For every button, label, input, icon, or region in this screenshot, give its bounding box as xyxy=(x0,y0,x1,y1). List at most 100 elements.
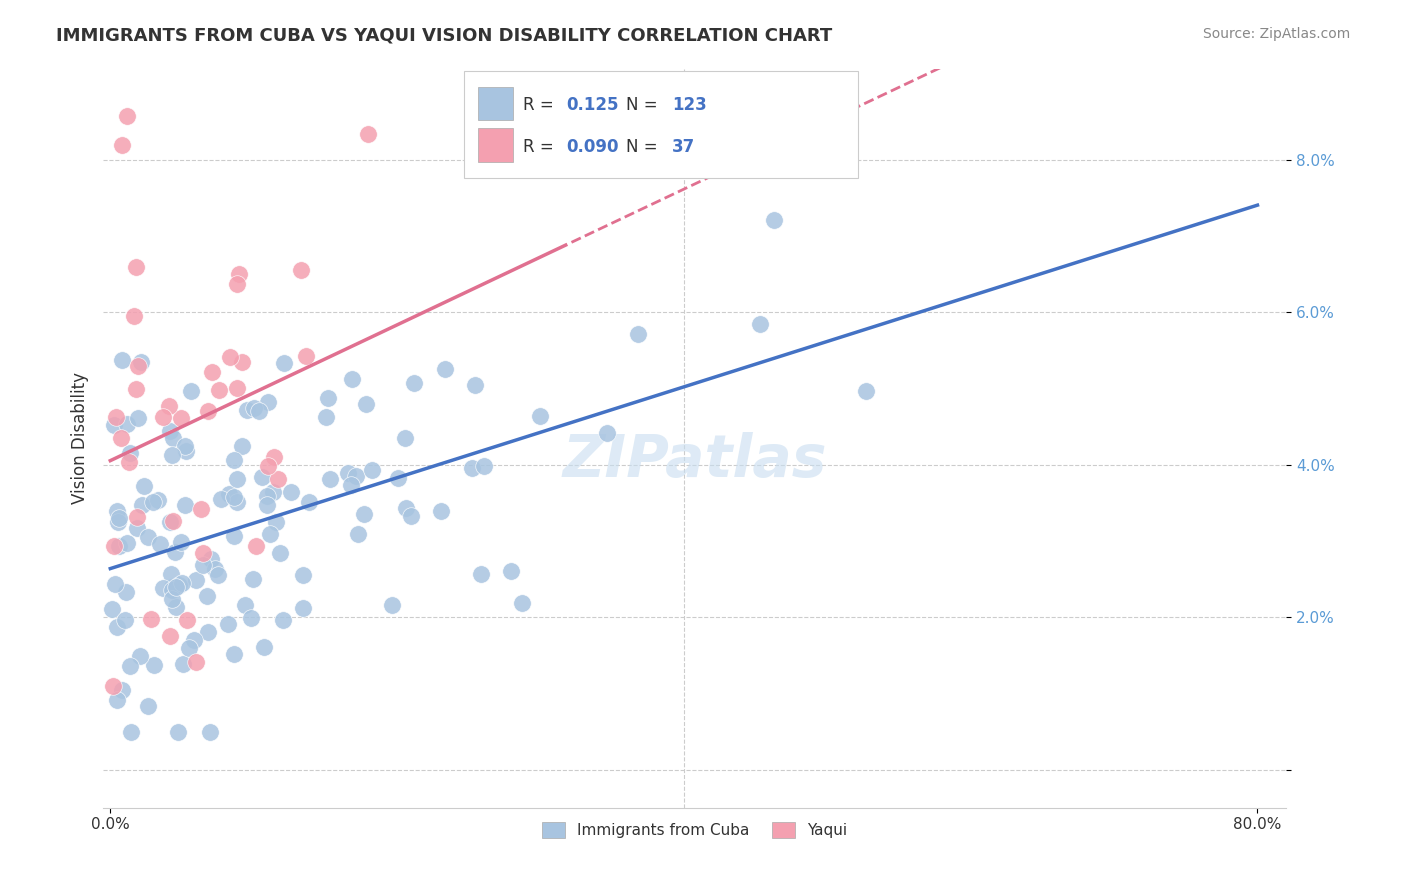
Point xyxy=(157,399,180,413)
Point xyxy=(200,724,222,739)
Point xyxy=(131,354,153,368)
Point xyxy=(162,515,184,529)
Point xyxy=(627,326,650,341)
Point xyxy=(464,377,486,392)
Point xyxy=(127,510,149,524)
Point xyxy=(337,466,360,480)
Point xyxy=(195,589,218,603)
Point xyxy=(256,458,278,473)
Point xyxy=(401,509,423,524)
Point xyxy=(510,596,533,610)
Point xyxy=(105,409,128,424)
Point xyxy=(115,584,138,599)
Point xyxy=(176,613,198,627)
Point xyxy=(430,504,453,518)
Point xyxy=(180,384,202,398)
Point xyxy=(200,552,222,566)
Point xyxy=(111,353,134,368)
Point xyxy=(184,573,207,587)
Point xyxy=(222,490,245,504)
Point xyxy=(226,494,249,508)
Point xyxy=(105,620,128,634)
Point xyxy=(170,575,193,590)
Text: IMMIGRANTS FROM CUBA VS YAQUI VISION DISABILITY CORRELATION CHART: IMMIGRANTS FROM CUBA VS YAQUI VISION DIS… xyxy=(56,27,832,45)
Point xyxy=(529,409,551,424)
Point xyxy=(433,362,456,376)
Point xyxy=(218,486,240,500)
Point xyxy=(231,439,253,453)
Point xyxy=(149,536,172,550)
Point xyxy=(253,640,276,654)
Point xyxy=(354,397,377,411)
Point xyxy=(242,401,264,415)
Point xyxy=(167,724,190,739)
Point xyxy=(107,539,129,553)
Text: ZIPatlas: ZIPatlas xyxy=(562,432,827,489)
Point xyxy=(160,582,183,597)
Text: 37: 37 xyxy=(672,138,696,156)
Point xyxy=(256,498,278,512)
Point xyxy=(204,562,226,576)
Point xyxy=(159,515,181,529)
Point xyxy=(176,444,198,458)
Point xyxy=(394,431,416,445)
Point xyxy=(219,350,242,364)
Point xyxy=(103,418,125,433)
Point xyxy=(200,365,222,379)
Point xyxy=(115,535,138,549)
Point xyxy=(111,137,134,152)
Point xyxy=(291,600,314,615)
Point xyxy=(105,692,128,706)
Point xyxy=(208,383,231,397)
Point xyxy=(273,356,295,370)
Point xyxy=(184,655,207,669)
Point xyxy=(225,472,247,486)
Point xyxy=(749,317,772,331)
Point xyxy=(226,381,249,395)
Point xyxy=(104,577,127,591)
Point xyxy=(224,647,246,661)
Point xyxy=(160,449,183,463)
Point xyxy=(152,410,174,425)
Point xyxy=(162,591,184,606)
Point xyxy=(280,485,302,500)
Point xyxy=(292,567,315,582)
Text: N =: N = xyxy=(626,138,662,156)
Point xyxy=(381,598,404,612)
Point xyxy=(118,446,141,460)
Point xyxy=(247,404,270,418)
Text: R =: R = xyxy=(523,138,560,156)
Point xyxy=(143,657,166,672)
Point xyxy=(134,479,156,493)
Text: 0.090: 0.090 xyxy=(567,138,619,156)
Point xyxy=(231,355,253,369)
Point xyxy=(100,602,122,616)
Point xyxy=(177,641,200,656)
Point xyxy=(129,649,152,664)
Legend: Immigrants from Cuba, Yaqui: Immigrants from Cuba, Yaqui xyxy=(536,816,853,845)
Point xyxy=(207,568,229,582)
Point xyxy=(318,392,340,406)
Point xyxy=(122,309,145,323)
Point xyxy=(209,491,232,506)
Point xyxy=(125,260,148,274)
Point xyxy=(183,632,205,647)
Point xyxy=(222,529,245,543)
Point xyxy=(170,535,193,549)
Point xyxy=(236,403,259,417)
Point xyxy=(319,472,342,486)
Point xyxy=(387,471,409,485)
Point xyxy=(315,409,337,424)
Text: N =: N = xyxy=(626,96,662,114)
Point xyxy=(128,411,150,425)
Point xyxy=(271,613,294,627)
Point xyxy=(160,580,183,594)
Point xyxy=(111,682,134,697)
Point xyxy=(762,212,785,227)
Point xyxy=(472,458,495,473)
Point xyxy=(138,530,160,544)
Point xyxy=(264,515,287,529)
Point xyxy=(118,455,141,469)
Point xyxy=(228,268,250,282)
Point xyxy=(256,489,278,503)
